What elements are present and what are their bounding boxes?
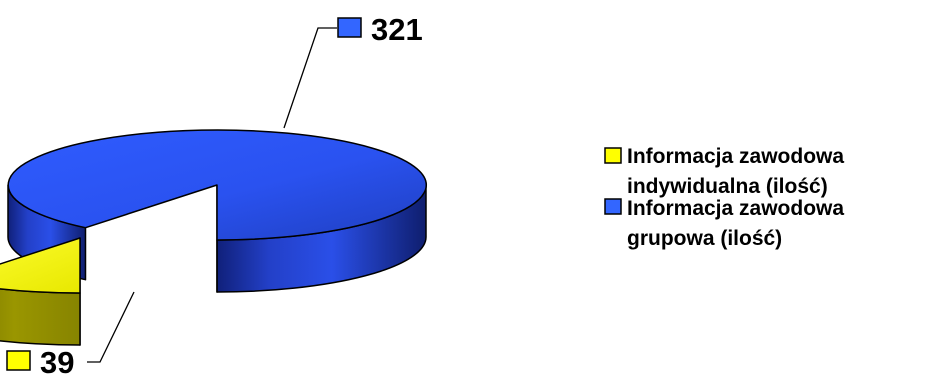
slice-blue: [7, 129, 427, 241]
legend-label-2-line-2: grupowa (ilość): [627, 227, 782, 250]
data-labels: 321 39: [6, 12, 423, 380]
data-label-321: 321: [371, 12, 423, 47]
slice-yellow: [0, 237, 81, 294]
legend-label-1-line-1: Informacja zawodowa: [627, 145, 844, 168]
legend-label-1-line-2: indywidualna (ilość): [627, 175, 828, 198]
legend-label-2-line-1: Informacja zawodowa: [627, 197, 844, 220]
pie-slices: [0, 129, 427, 346]
leader-lines: [87, 27, 337, 363]
data-label-39: 39: [40, 345, 74, 380]
data-label-39-swatch: [6, 350, 31, 371]
data-label-321-swatch: [337, 17, 362, 38]
legend-swatch-1: [604, 147, 622, 164]
leader-line-321: [283, 27, 337, 129]
legend-swatch-2: [604, 198, 622, 215]
leader-line-39: [87, 291, 135, 363]
